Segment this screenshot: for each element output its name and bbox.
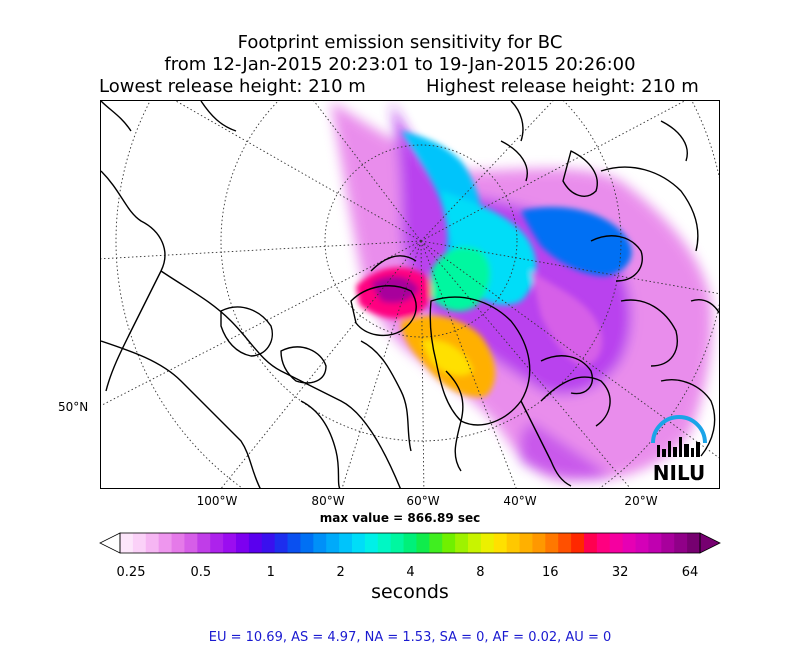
colorbar-cell [506, 533, 521, 553]
colorbar-cell [326, 533, 340, 553]
map-title-line-1: Footprint emission sensitivity for BC [237, 32, 563, 53]
colorbar-cell [287, 533, 302, 553]
colorbar-tick-label: 8 [476, 565, 485, 580]
colorbar-cell [519, 533, 534, 553]
colorbar-tick-label: 32 [611, 565, 629, 580]
colorbar-cell [609, 533, 624, 553]
colorbar-cell [197, 533, 211, 553]
map-title-line-2: from 12-Jan-2015 20:23:01 to 19-Jan-2015… [164, 54, 636, 75]
colorbar-cells [120, 533, 701, 553]
colorbar-cell [635, 533, 650, 553]
highest-release-height: Highest release height: 210 m [426, 76, 699, 97]
colorbar-cell [442, 533, 456, 553]
footprint-map: NILU [101, 101, 719, 488]
colorbar-cell [223, 533, 237, 553]
colorbar-cell [596, 533, 611, 553]
colorbar-cell [184, 533, 198, 553]
max-value-label: max value = 866.89 sec [319, 511, 481, 525]
colorbar-cell [364, 533, 379, 553]
colorbar-max-extension [699, 532, 721, 554]
colorbar-cell [532, 533, 546, 553]
lon-label-20w: 20°W [624, 494, 658, 508]
colorbar-cell [674, 533, 688, 553]
colorbar-cell [661, 533, 675, 553]
coastlines [101, 101, 719, 488]
colorbar-cell [545, 533, 559, 553]
colorbar-cell [648, 533, 662, 553]
colorbar-cell [313, 533, 327, 553]
colorbar-cell [468, 533, 482, 553]
colorbar-tick-label: 16 [541, 565, 559, 580]
colorbar-tick-label: 0.5 [190, 565, 212, 580]
colorbar-cell [493, 533, 508, 553]
colorbar-cell [300, 533, 314, 553]
colorbar-cell [171, 533, 186, 553]
lowest-release-height: Lowest release height: 210 m [99, 76, 366, 97]
colorbar [99, 532, 721, 554]
graticule [101, 101, 719, 488]
colorbar-cell [416, 533, 430, 553]
colorbar-cell [584, 533, 598, 553]
colorbar-cell [339, 533, 353, 553]
lon-label-60w: 60°W [406, 494, 440, 508]
colorbar-unit: seconds [371, 581, 449, 603]
colorbar-cell [210, 533, 224, 553]
colorbar-cell [236, 533, 250, 553]
colorbar-cell [158, 533, 173, 553]
lon-label-40w: 40°W [503, 494, 537, 508]
colorbar-cell [132, 533, 147, 553]
colorbar-tick-label: 1 [266, 565, 275, 580]
map-panel: NILU [100, 100, 720, 489]
colorbar-min-extension [99, 532, 121, 554]
colorbar-cell [480, 533, 495, 553]
colorbar-cell [429, 533, 443, 553]
colorbar-tick-label: 4 [406, 565, 415, 580]
colorbar-cell [248, 533, 263, 553]
colorbar-cell [571, 533, 585, 553]
colorbar-cell [145, 533, 160, 553]
nilu-logo: NILU [651, 415, 707, 485]
colorbar-cell [261, 533, 276, 553]
colorbar-cell [377, 533, 392, 553]
colorbar-cell [558, 533, 572, 553]
colorbar-cell [687, 533, 701, 553]
colorbar-tick-label: 64 [681, 565, 699, 580]
lon-label-100w: 100°W [196, 494, 238, 508]
region-summary: EU = 10.69, AS = 4.97, NA = 1.53, SA = 0… [208, 630, 612, 645]
colorbar-tick-label: 0.25 [116, 565, 146, 580]
nilu-logo-text: NILU [653, 461, 705, 485]
colorbar-cell [403, 533, 418, 553]
colorbar-cell [455, 533, 469, 553]
lon-label-80w: 80°W [311, 494, 345, 508]
colorbar-cell [622, 533, 637, 553]
colorbar-tick-label: 2 [336, 565, 345, 580]
emission-sensitivity-field [331, 101, 713, 482]
colorbar-cell [390, 533, 405, 553]
lat-label-50n: 50°N [58, 400, 89, 414]
colorbar-cell [120, 533, 134, 553]
colorbar-cell [352, 533, 366, 553]
colorbar-cell [274, 533, 289, 553]
